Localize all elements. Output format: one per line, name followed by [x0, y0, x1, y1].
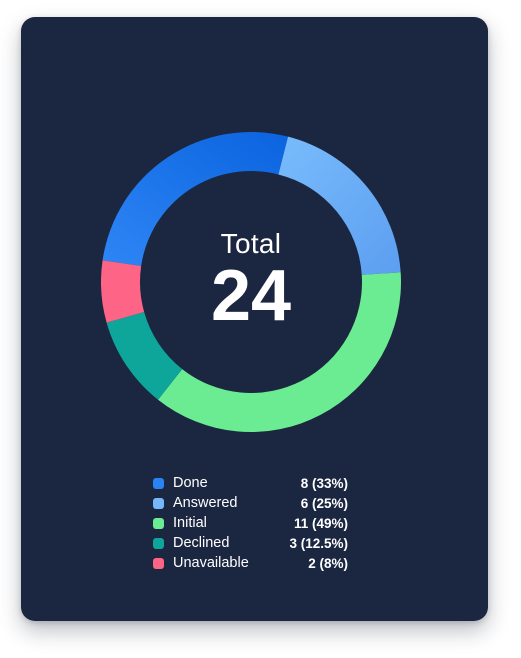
status-card: Total 24 Done 8 (33%) Answered 6 (25%) I… — [21, 17, 488, 621]
donut-slice-initial — [158, 272, 401, 432]
legend-label-answered: Answered — [173, 495, 238, 511]
legend-value-declined: 3 (12.5%) — [289, 535, 348, 551]
donut-slice-done — [102, 132, 289, 266]
donut-svg — [101, 132, 401, 432]
legend-item-unavailable: Unavailable 2 (8%) — [153, 553, 348, 573]
legend-swatch-done — [153, 477, 164, 489]
legend-swatch-unavailable — [153, 557, 164, 569]
legend-swatch-initial — [153, 517, 164, 529]
legend-item-answered: Answered 6 (25%) — [153, 493, 348, 513]
legend-swatch-declined — [153, 537, 164, 549]
legend-swatch-answered — [153, 497, 164, 509]
legend: Done 8 (33%) Answered 6 (25%) Initial 11… — [153, 473, 348, 573]
donut-chart: Total 24 — [101, 132, 401, 432]
donut-slice-answered — [278, 136, 401, 275]
legend-label-declined: Declined — [173, 535, 230, 551]
legend-value-unavailable: 2 (8%) — [308, 555, 348, 571]
legend-value-initial: 11 (49%) — [293, 515, 348, 531]
legend-item-initial: Initial 11 (49%) — [153, 513, 348, 533]
legend-item-done: Done 8 (33%) — [153, 473, 348, 493]
legend-label-initial: Initial — [173, 515, 207, 531]
legend-item-declined: Declined 3 (12.5%) — [153, 533, 348, 553]
legend-label-done: Done — [173, 475, 208, 491]
donut-slice-declined — [106, 312, 183, 400]
legend-value-answered: 6 (25%) — [300, 495, 348, 511]
legend-value-done: 8 (33%) — [300, 475, 348, 491]
legend-label-unavailable: Unavailable — [173, 555, 249, 571]
donut-slice-unavailable — [101, 260, 145, 323]
